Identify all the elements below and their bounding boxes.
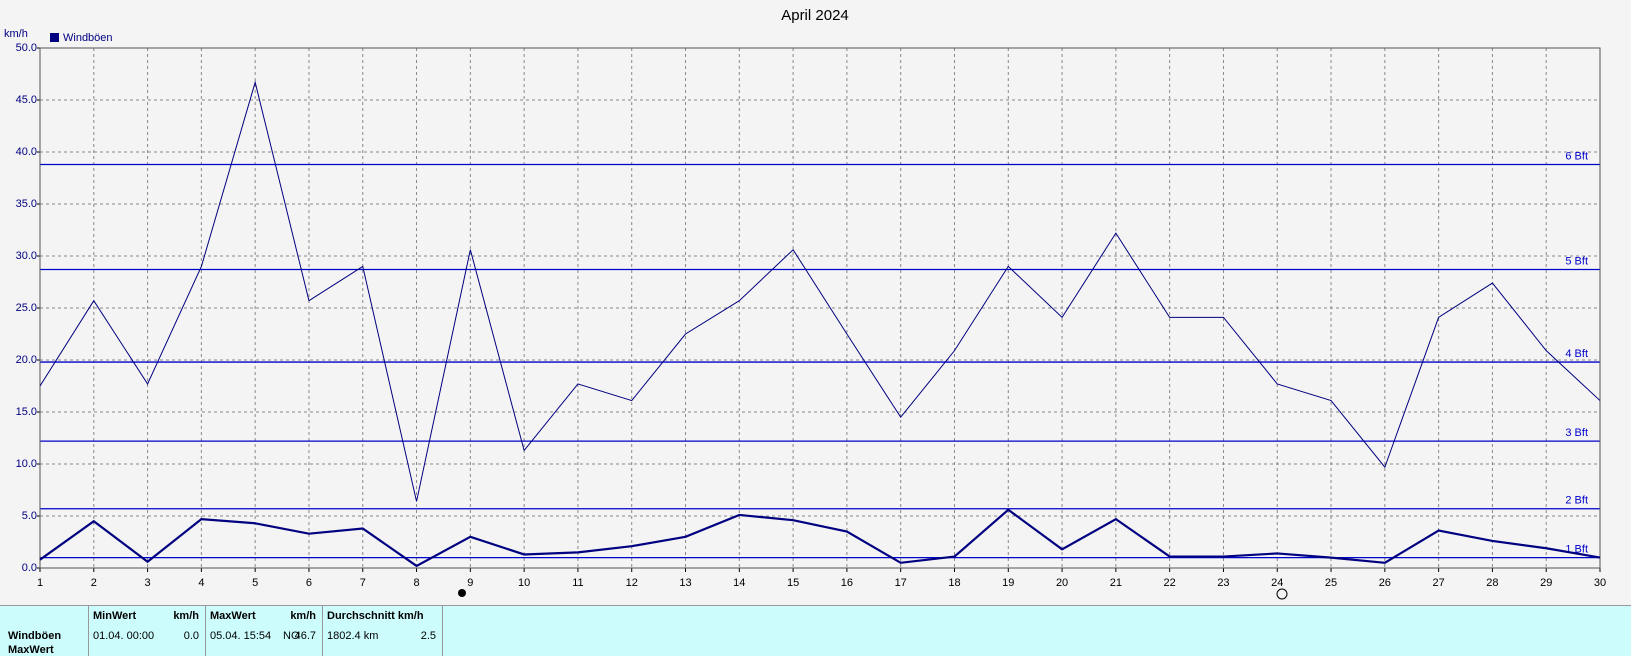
x-tick-label: 10 [518, 577, 530, 589]
stats-table: Windböen MaxWert MinWert km/h 01.04. 00:… [0, 605, 1631, 656]
x-tick-label: 14 [733, 577, 745, 589]
x-tick-label: 27 [1432, 577, 1444, 589]
x-tick-label: 23 [1217, 577, 1229, 589]
cell-text: 05.04. 15:54 [210, 630, 272, 642]
data-line [39, 80, 1601, 502]
x-tick-label: 11 [572, 577, 583, 589]
x-tick-label: 12 [626, 577, 638, 589]
x-tick-label: 30 [1594, 577, 1606, 589]
x-tick-label: 28 [1486, 577, 1498, 589]
min-cell: MinWert km/h 01.04. 00:00 0.0 [88, 606, 206, 656]
cell-text: 0.0 [183, 630, 199, 642]
x-tick-label: 8 [413, 577, 419, 589]
y-tick-label: 35.0 [16, 198, 37, 210]
y-tick-label: 20.0 [16, 354, 37, 366]
header: MinWert [93, 610, 137, 622]
x-tick-label: 13 [679, 577, 691, 589]
y-axis-label: km/h [4, 28, 28, 40]
x-tick-label: 18 [948, 577, 960, 589]
x-tick-label: 20 [1056, 577, 1068, 589]
row-labels: Windböen MaxWert [0, 606, 89, 656]
moon-new [1276, 588, 1288, 600]
row-label: MaxWert [8, 644, 54, 656]
cell-text: 01.04. 00:00 [93, 630, 155, 642]
x-tick-label: 24 [1271, 577, 1283, 589]
x-tick-label: 26 [1379, 577, 1391, 589]
y-tick-label: 10.0 [16, 458, 37, 470]
plot-frame [39, 47, 1601, 569]
reference-label: 6 Bft [1565, 150, 1588, 162]
x-tick-label: 9 [467, 577, 473, 589]
x-tick-label: 16 [841, 577, 853, 589]
x-tick-label: 3 [145, 577, 151, 589]
reference-label: 5 Bft [1565, 255, 1588, 267]
cell-text: 1802.4 km [327, 630, 379, 642]
cell-text: 2.5 [420, 630, 436, 642]
x-tick-label: 4 [198, 577, 204, 589]
y-tick-label: 15.0 [16, 406, 37, 418]
cell-text: 46.7 [294, 630, 316, 642]
chart: April 2024 km/h 0.0 5.0 10.0 15.0 20.0 25.0 30… [4, 7, 1606, 600]
x-tick-label: 1 [37, 577, 43, 589]
header: MaxWert [210, 610, 256, 622]
reference-label: 4 Bft [1565, 348, 1588, 360]
reference-label: 2 Bft [1565, 495, 1588, 507]
y-tick-label: 0.0 [22, 562, 37, 574]
x-tick-label: 19 [1002, 577, 1014, 589]
row-label: Windböen [8, 630, 62, 642]
header: Durchschnitt km/h [327, 610, 424, 622]
y-tick-label: 5.0 [22, 510, 37, 522]
y-tick-label: 50.0 [16, 42, 37, 54]
x-tick-label: 17 [895, 577, 907, 589]
chart-title: April 2024 [781, 7, 849, 24]
x-tick-label: 5 [252, 577, 258, 589]
max-cell: MaxWert km/h 05.04. 15:54 NO 46.7 [205, 606, 323, 656]
y-tick-label: 30.0 [16, 250, 37, 262]
avg-cell: Durchschnitt km/h 1802.4 km 2.5 [322, 606, 443, 656]
x-tick-label: 7 [360, 577, 366, 589]
data-line [39, 508, 1601, 568]
x-tick-label: 2 [91, 577, 97, 589]
header: km/h [290, 610, 316, 622]
legend-swatch [50, 33, 59, 42]
y-tick-label: 40.0 [16, 146, 37, 158]
cell-text: NO [283, 630, 300, 642]
moon-full [458, 589, 466, 597]
x-tick-label: 21 [1110, 577, 1122, 589]
x-tick-label: 6 [306, 577, 312, 589]
x-tick-label: 15 [787, 577, 799, 589]
legend-label: Windböen [63, 32, 113, 44]
y-tick-label: 45.0 [16, 94, 37, 106]
y-tick-label: 25.0 [16, 302, 37, 314]
x-tick-label: 25 [1325, 577, 1337, 589]
reference-label: 3 Bft [1565, 427, 1588, 439]
header: km/h [173, 610, 199, 622]
x-tick-label: 22 [1164, 577, 1176, 589]
x-tick-label: 29 [1540, 577, 1552, 589]
